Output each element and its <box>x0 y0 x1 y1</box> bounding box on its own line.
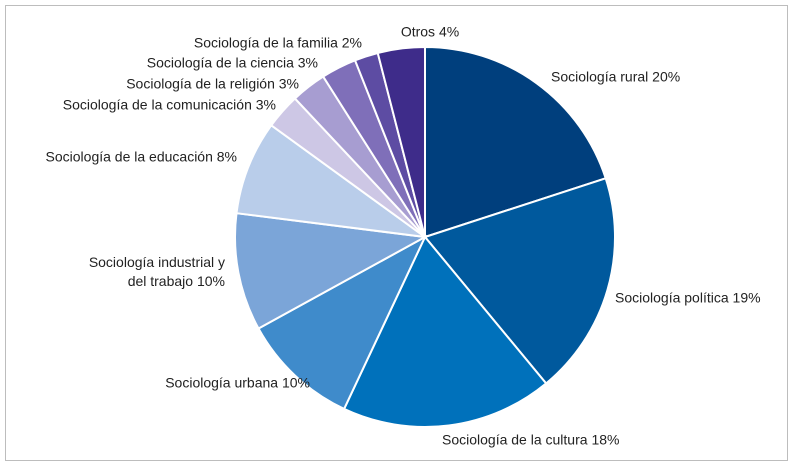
value-label: 20% <box>652 68 681 85</box>
slice-label: Sociología industrial y del trabajo 10% <box>73 253 225 291</box>
pie-slice <box>424 45 607 239</box>
slice-label: Sociología de la ciencia 3% <box>147 54 318 73</box>
pie-slice <box>342 235 548 428</box>
slice-label: Sociología urbana 10% <box>165 374 310 393</box>
value-label: 2% <box>341 34 362 51</box>
slice-label: Sociología política 19% <box>615 289 761 308</box>
category-label: Sociología de la comunicación <box>62 96 252 113</box>
slice-label: Sociología de la educación 8% <box>46 148 237 167</box>
category-label: Sociología de la familia <box>193 34 338 51</box>
slice-label: Otros 4% <box>401 23 459 42</box>
slice-label: Sociología de la comunicación 3% <box>63 96 276 115</box>
frame <box>5 5 788 461</box>
slice-label: Sociología de la religión 3% <box>126 75 299 94</box>
value-label: 4% <box>438 23 460 40</box>
slice-label: Sociología de la familia 2% <box>194 34 362 53</box>
pie-slice <box>376 45 426 238</box>
slice-label: Sociología de la cultura 18% <box>442 431 619 450</box>
pie-slice <box>235 123 426 238</box>
category-label: Sociología de la cultura <box>442 431 588 448</box>
value-label: 18% <box>591 431 620 448</box>
category-label: Sociología urbana <box>165 374 279 391</box>
value-label: 10% <box>281 374 310 391</box>
category-label: Sociología de la educación <box>45 148 213 165</box>
category-label: Sociología de la ciencia <box>146 54 294 71</box>
value-label: 3% <box>278 75 299 92</box>
category-label: Sociología política <box>615 289 729 306</box>
category-label: Sociología rural <box>551 68 649 85</box>
value-label: 10% <box>196 273 225 289</box>
category-label: Otros <box>400 23 436 40</box>
category-label: Sociología industrial y del trabajo <box>88 254 225 289</box>
pie-slice <box>423 177 616 385</box>
category-label: Sociología de la religión <box>126 75 275 92</box>
slice-label: Sociología rural 20% <box>551 68 680 87</box>
pie-slice <box>257 234 428 411</box>
value-label: 3% <box>297 54 318 71</box>
value-label: 8% <box>216 148 237 165</box>
pie-slice <box>234 212 429 330</box>
value-label: 3% <box>255 96 276 113</box>
value-label: 19% <box>732 289 761 306</box>
